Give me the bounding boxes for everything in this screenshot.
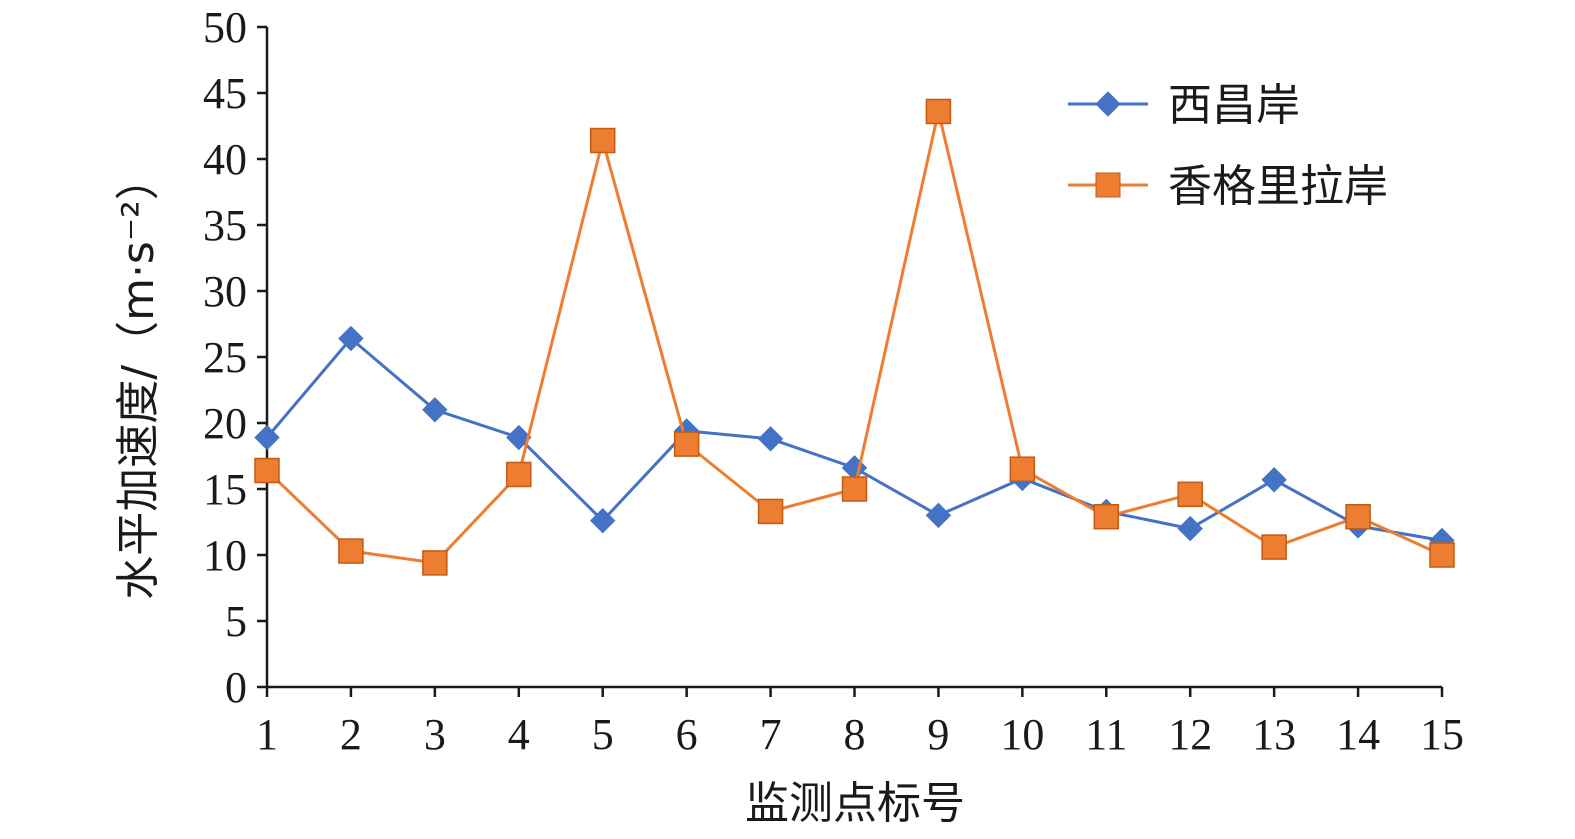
x-tick-label: 13 — [1252, 710, 1296, 759]
series-1-point — [757, 426, 784, 452]
series-1-point — [1261, 467, 1287, 493]
y-tick-label: 0 — [225, 663, 247, 712]
y-tick-label: 20 — [203, 399, 247, 448]
series-2-point — [254, 457, 280, 484]
series-layer — [254, 98, 1455, 576]
x-tick-label: 2 — [340, 710, 362, 759]
x-tick-label: 14 — [1336, 710, 1380, 759]
x-tick-label: 4 — [508, 710, 530, 759]
x-tick-label: 10 — [1000, 710, 1044, 759]
legend-marker-series-1 — [1095, 91, 1121, 117]
series-2-point — [757, 498, 784, 525]
series-1-point — [1177, 515, 1203, 542]
y-axis-title: 水平加速度/（m·s⁻²） — [113, 156, 164, 599]
legend-marker-series-2 — [1095, 172, 1121, 198]
series-2-point — [1345, 503, 1371, 530]
legend-item-series-2: 香格里拉岸 — [1068, 161, 1388, 212]
y-tick-label: 15 — [203, 465, 247, 514]
x-tick-label: 11 — [1085, 710, 1127, 759]
series-1-point — [590, 507, 616, 534]
series-1-point — [422, 397, 448, 423]
x-tick-label: 5 — [592, 710, 614, 759]
series-2-point — [422, 550, 448, 576]
series-2-point — [1093, 503, 1120, 530]
y-tick-label: 25 — [203, 333, 247, 382]
series-2-point — [1261, 534, 1287, 560]
series-2 — [254, 98, 1455, 576]
x-tick-label: 7 — [760, 710, 782, 759]
y-tick-label: 50 — [203, 3, 247, 52]
y-tick-label: 30 — [203, 267, 247, 316]
x-tick-label: 15 — [1420, 710, 1464, 759]
y-tick-label: 45 — [203, 69, 247, 118]
series-1-point — [925, 502, 952, 529]
series-2-point — [1177, 481, 1203, 508]
series-2-point — [589, 127, 616, 154]
x-tick-label: 6 — [676, 710, 698, 759]
y-ticks: 0 5 10 15 20 25 30 35 40 45 50 — [203, 3, 267, 712]
legend-item-series-1: 西昌岸 — [1068, 80, 1300, 131]
series-1-line — [265, 337, 1443, 542]
series-2-point — [673, 431, 700, 457]
y-tick-label: 35 — [203, 201, 247, 250]
series-1-point — [506, 424, 532, 451]
x-tick-label: 8 — [844, 710, 866, 759]
series-2-point — [338, 538, 364, 564]
x-tick-label: 3 — [424, 710, 446, 759]
series-1-point — [254, 424, 280, 451]
x-tick-label: 1 — [256, 710, 278, 759]
legend-label-series-1: 西昌岸 — [1168, 80, 1300, 131]
series-2-point — [1429, 542, 1455, 568]
y-tick-label: 5 — [225, 597, 247, 646]
x-tick-label: 12 — [1168, 710, 1212, 759]
series-2-point — [506, 461, 532, 488]
legend: 西昌岸 香格里拉岸 — [1068, 80, 1388, 212]
x-ticks: 1 2 3 4 5 6 7 8 9 10 11 12 13 14 15 — [256, 687, 1464, 759]
x-tick-label: 9 — [927, 710, 949, 759]
series-1-point — [338, 325, 364, 352]
series-2-point — [841, 476, 868, 502]
series-2-point — [925, 98, 952, 125]
x-axis-title: 监测点标号 — [745, 778, 965, 829]
legend-label-series-2: 香格里拉岸 — [1168, 161, 1388, 212]
series-2-point — [1009, 456, 1036, 482]
y-tick-label: 40 — [203, 135, 247, 184]
series-1 — [254, 325, 1455, 554]
y-tick-label: 10 — [203, 531, 247, 580]
